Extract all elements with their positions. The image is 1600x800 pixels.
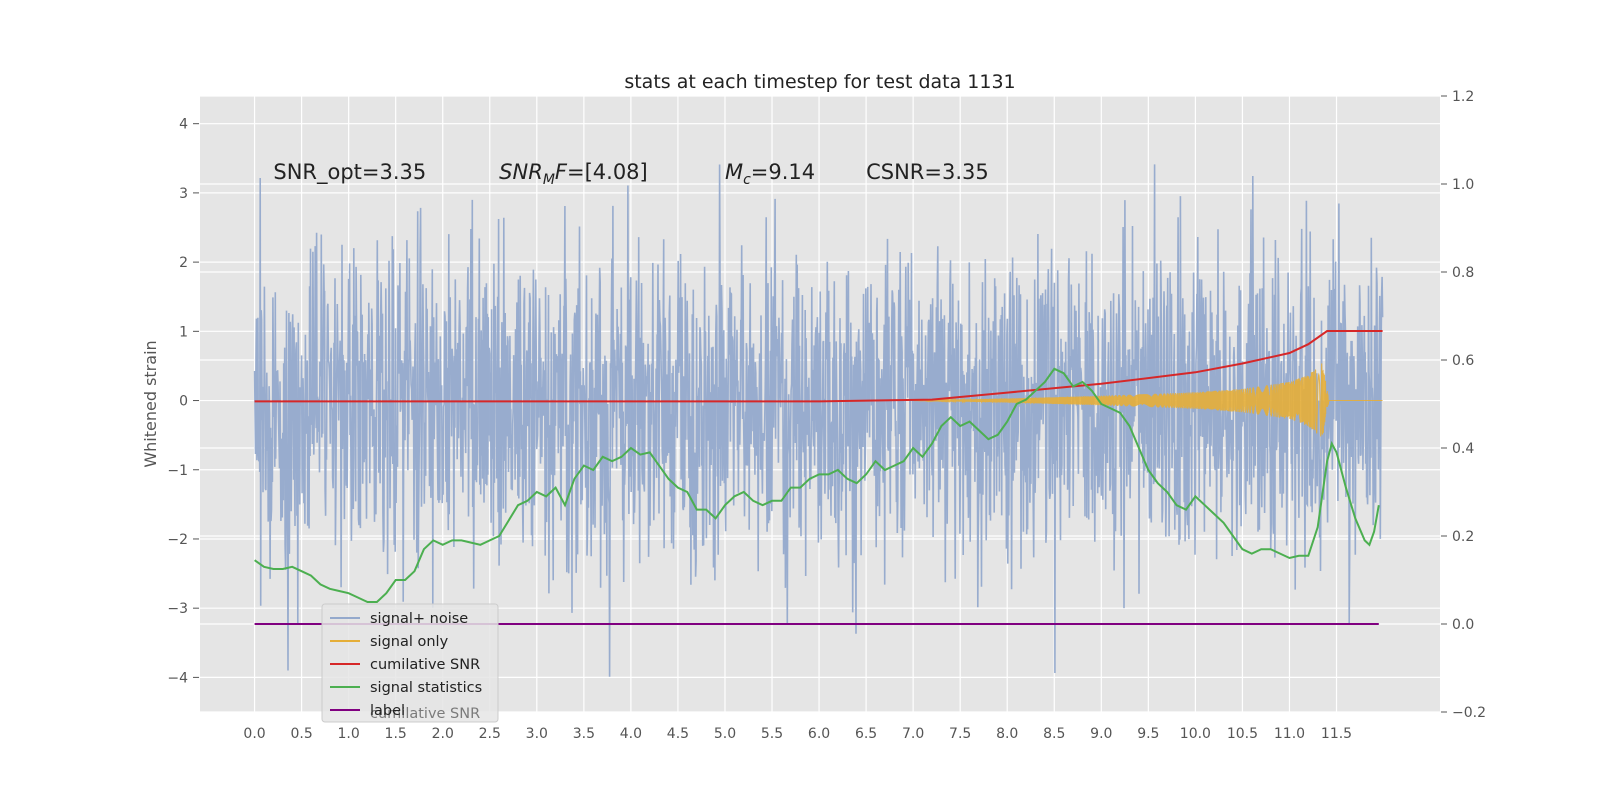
y-tick-label-right: 1.0 — [1452, 177, 1474, 193]
x-tick-label: 3.5 — [573, 726, 595, 742]
x-tick-label: 1.0 — [338, 726, 360, 742]
x-tick-label: 7.5 — [949, 726, 971, 742]
annotation-text: SNRMF=[4.08] — [499, 160, 648, 188]
ticks: 0.0 0.5 1.0 1.5 2.0 2.5 3.0 3.5 4.0 4.5 5.0 5.5 6.0 6… — [167, 89, 1486, 742]
chart-title: stats at each timestep for test data 113… — [624, 71, 1015, 93]
signal-noise-series — [253, 164, 1384, 677]
annotations: SNR_opt=3.35 SNRMF=[4.08] Mc=9.14 CSNR=3.35 — [273, 160, 988, 188]
x-tick-label: 5.0 — [714, 726, 736, 742]
x-tick-label: 10.5 — [1227, 726, 1258, 742]
x-tick-label: 4.5 — [667, 726, 689, 742]
x-tick-label: 3.0 — [526, 726, 548, 742]
y-tick-label-left: 3 — [179, 186, 188, 202]
legend-label: signal only — [370, 634, 449, 650]
signal-noise-line — [253, 164, 1384, 677]
legend-label: label — [370, 703, 405, 719]
y-tick-label-right: 0.4 — [1452, 441, 1474, 457]
x-tick-label: 0.0 — [243, 726, 265, 742]
x-tick-label: 7.0 — [902, 726, 924, 742]
legend-label: signal+ noise — [370, 611, 468, 627]
y-tick-label-left: 4 — [179, 117, 188, 133]
legend-label: signal statistics — [370, 680, 482, 696]
y-tick-label-left: −2 — [167, 532, 188, 548]
x-tick-label: 2.5 — [479, 726, 501, 742]
legend: cumilative SNR signal+ noise signal only cu… — [321, 603, 499, 723]
y-tick-label-left: −3 — [167, 601, 188, 617]
x-tick-label: 2.0 — [432, 726, 454, 742]
series-line-cumilative-snr — [254, 330, 1383, 403]
y-tick-label-left: −4 — [167, 670, 188, 686]
x-tick-label: 0.5 — [290, 726, 312, 742]
x-tick-label: 4.0 — [620, 726, 642, 742]
x-tick-label: 8.0 — [996, 726, 1018, 742]
y-tick-label-left: −1 — [167, 463, 188, 479]
series-line-signal-statistics — [254, 367, 1380, 603]
x-tick-label: 1.5 — [385, 726, 407, 742]
legend-box — [321, 603, 499, 723]
y-tick-label-left: 1 — [179, 324, 188, 340]
x-tick-label: 9.0 — [1090, 726, 1112, 742]
y-tick-label-left: 0 — [179, 394, 188, 410]
x-tick-label: 8.5 — [1043, 726, 1065, 742]
y-axis-label: Whitened strain — [141, 340, 160, 467]
annotation-text: CSNR=3.35 — [866, 160, 989, 184]
y-tick-label-right: 0.2 — [1452, 529, 1474, 545]
legend-overlap-text: cumilative SNR — [370, 706, 480, 722]
x-tick-label: 9.5 — [1137, 726, 1159, 742]
x-tick-label: 11.0 — [1274, 726, 1305, 742]
legend-label: cumilative SNR — [370, 657, 480, 673]
x-tick-label: 5.5 — [761, 726, 783, 742]
x-tick-label: 11.5 — [1321, 726, 1352, 742]
y-tick-label-right: 0.8 — [1452, 265, 1474, 281]
x-tick-label: 10.0 — [1180, 726, 1211, 742]
x-tick-label: 6.5 — [855, 726, 877, 742]
x-tick-label: 6.0 — [808, 726, 830, 742]
y-tick-label-right: 0.6 — [1452, 353, 1474, 369]
signal-only-series — [913, 363, 1383, 437]
y-tick-label-right: 1.2 — [1452, 89, 1474, 105]
signal-only-line — [913, 363, 1383, 437]
y-tick-label-right: 0.0 — [1452, 617, 1474, 633]
annotation-text: SNR_opt=3.35 — [273, 160, 426, 185]
annotation-text: Mc=9.14 — [725, 160, 815, 188]
y-tick-label-left: 2 — [179, 255, 188, 271]
y-tick-label-right: −0.2 — [1452, 705, 1486, 721]
